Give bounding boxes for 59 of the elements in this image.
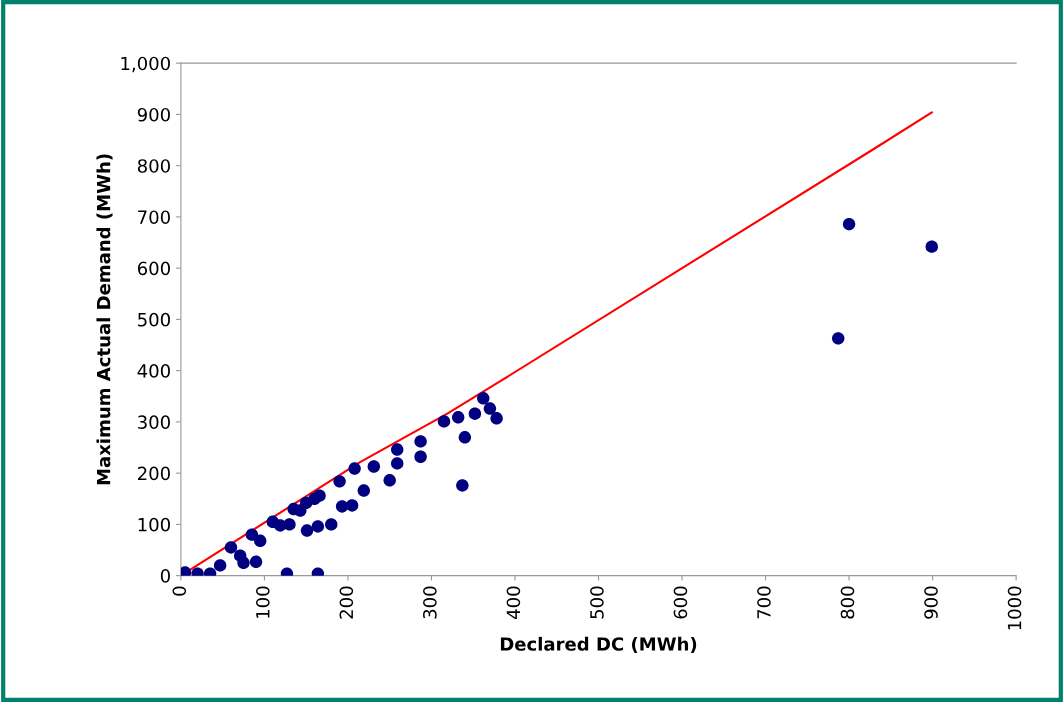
point: [325, 518, 338, 531]
point: [477, 392, 490, 405]
y-tick-label: 200: [138, 466, 170, 481]
point: [245, 528, 259, 541]
point: [237, 556, 250, 570]
point: [283, 518, 296, 531]
point: [180, 566, 192, 576]
y-tick-label: 100: [138, 517, 170, 532]
y-tick-label: 300: [138, 415, 170, 430]
x-tick-label: 100: [255, 586, 270, 618]
y-tick-label: 700: [138, 210, 170, 225]
y-tick-label: 600: [137, 261, 170, 276]
x-tick-label: 600: [673, 586, 688, 619]
point: [456, 479, 469, 492]
point: [925, 240, 938, 253]
point: [335, 500, 349, 513]
x-tick-label: 400: [506, 586, 521, 619]
x-tick-label: 300: [423, 586, 437, 619]
point: [458, 431, 472, 444]
point: [254, 534, 267, 547]
point: [224, 541, 238, 554]
point: [842, 217, 856, 231]
y-tick-label: 900: [137, 107, 170, 122]
y-tick-label: 800: [137, 159, 170, 173]
point: [383, 474, 396, 487]
y-tick-label: 1,000: [121, 56, 170, 73]
y-tick-label: 400: [137, 364, 170, 378]
x-tick-label: 700: [757, 586, 771, 619]
point: [311, 520, 325, 533]
point: [391, 443, 404, 456]
point: [357, 484, 371, 497]
point: [391, 457, 404, 470]
point: [249, 555, 263, 569]
x-tick-label: 900: [924, 586, 938, 619]
x-tick-label: 0: [172, 586, 187, 596]
y-tick-label: 0: [160, 569, 170, 583]
point: [299, 496, 313, 510]
y-tick-label: 500: [138, 312, 170, 327]
point: [483, 402, 497, 415]
point: [468, 407, 482, 420]
point: [367, 460, 381, 473]
x-tick-label: 800: [840, 586, 855, 619]
point: [333, 475, 346, 488]
x-tick-label: 200: [339, 586, 354, 619]
point: [266, 515, 279, 529]
y-axis-title: Maximum Actual Demand (MWh): [96, 154, 113, 485]
point: [348, 462, 361, 475]
point: [213, 559, 227, 572]
x-tick-label: 1000: [1007, 586, 1022, 630]
x-axis-title: Declared DC (MWh): [500, 636, 697, 653]
point: [414, 435, 427, 448]
x-tick-label: 500: [590, 586, 604, 619]
point: [414, 450, 427, 463]
point: [300, 524, 314, 537]
point: [490, 412, 503, 425]
point: [287, 502, 300, 516]
point: [832, 332, 845, 345]
point: [437, 415, 451, 428]
point: [451, 411, 465, 424]
